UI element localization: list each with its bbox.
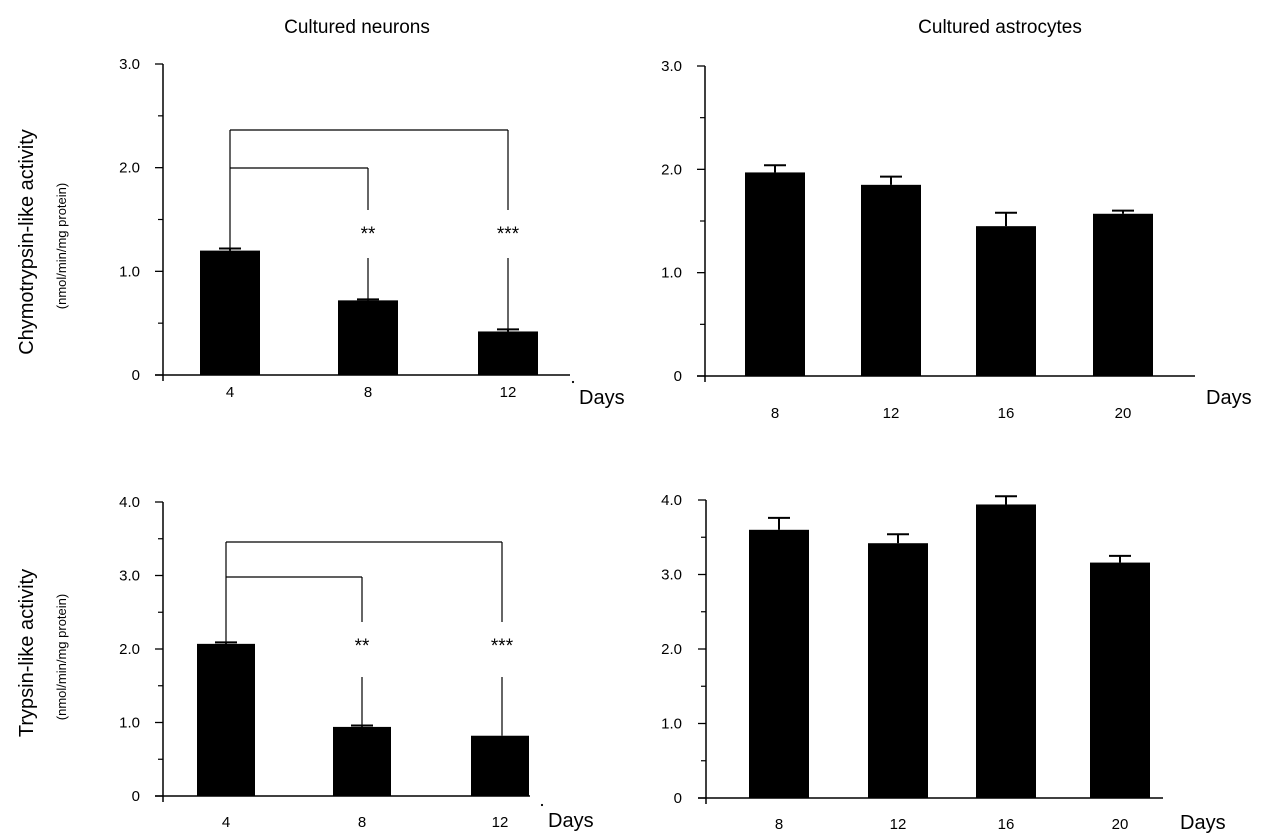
y-tick-label: 0 xyxy=(674,368,682,385)
y-tick-label: 3.0 xyxy=(661,567,682,584)
x-tick-label: 4 xyxy=(222,814,230,831)
x-axis-label: Days xyxy=(1180,812,1226,834)
y-tick-label: 2.0 xyxy=(119,160,140,177)
bar-16 xyxy=(976,504,1036,798)
x-tick-label: 8 xyxy=(358,814,366,831)
y-tick-label: 2.0 xyxy=(661,161,682,178)
significance-label: *** xyxy=(497,224,520,245)
bar-20 xyxy=(1090,562,1150,798)
x-axis-label: Days xyxy=(548,810,594,832)
ylabel-trypsin-unit: (nmol/min/mg protein) xyxy=(54,594,69,720)
bar-4 xyxy=(200,250,260,375)
y-tick-label: 1.0 xyxy=(119,715,140,732)
y-tick-label: 3.0 xyxy=(661,58,682,75)
title-astrocytes: Cultured astrocytes xyxy=(918,17,1082,38)
chart-panel-2: 0 1.0 2.0 3.0 8 12 16 20 Days xyxy=(661,58,1251,422)
y-tick-label: 1.0 xyxy=(661,265,682,282)
x-tick-label: 20 xyxy=(1112,816,1129,833)
y-tick-label: 3.0 xyxy=(119,568,140,585)
x-tick-label: 12 xyxy=(500,384,517,401)
x-tick-label: 8 xyxy=(775,816,783,833)
y-tick-label: 3.0 xyxy=(119,56,140,73)
significance-label: *** xyxy=(491,636,514,657)
ylabel-chymotrypsin-unit: (nmol/min/mg protein) xyxy=(54,183,69,309)
bar-12 xyxy=(861,184,921,376)
x-tick-label: 12 xyxy=(890,816,907,833)
chart-panel-3: 01.02.03.04.04 8 12 Days** *** xyxy=(119,494,593,832)
bar-20 xyxy=(1093,213,1153,376)
x-axis-label: Days xyxy=(1206,387,1252,409)
x-axis-label: Days xyxy=(579,387,625,409)
bar-8 xyxy=(338,300,398,375)
bar-8 xyxy=(749,529,809,798)
y-tick-label: 0 xyxy=(132,788,140,805)
chart-panel-4: 0 1.0 2.0 3.0 4.0 8 12 16 20 Days xyxy=(661,492,1225,834)
bar-8 xyxy=(745,172,805,376)
y-tick-label: 4.0 xyxy=(661,492,682,509)
title-neurons: Cultured neurons xyxy=(284,17,430,38)
bar-8 xyxy=(333,726,391,796)
bar-12 xyxy=(471,735,529,796)
ylabel-chymotrypsin: Chymotrypsin-like activity xyxy=(16,129,38,355)
stray-dot xyxy=(540,803,544,807)
bar-12 xyxy=(478,331,538,375)
x-tick-label: 16 xyxy=(998,405,1015,422)
y-tick-label: 0 xyxy=(132,367,140,384)
y-tick-label: 2.0 xyxy=(661,641,682,658)
stray-dot xyxy=(571,380,575,384)
y-tick-label: 4.0 xyxy=(119,494,140,511)
significance-label: ** xyxy=(361,224,376,245)
y-tick-label: 1.0 xyxy=(119,263,140,280)
bar-12 xyxy=(868,543,928,798)
bar-16 xyxy=(976,226,1036,376)
x-tick-label: 8 xyxy=(771,405,779,422)
significance-label: ** xyxy=(355,636,370,657)
x-tick-label: 12 xyxy=(492,814,509,831)
x-tick-label: 20 xyxy=(1115,405,1132,422)
x-tick-label: 12 xyxy=(883,405,900,422)
chart-panel-1: 01.02.03.04 8 12 Days** *** xyxy=(119,56,624,409)
x-tick-label: 8 xyxy=(364,384,372,401)
ylabel-trypsin: Trypsin-like activity xyxy=(16,569,38,737)
y-tick-label: 0 xyxy=(674,790,682,807)
bar-4 xyxy=(197,643,255,796)
x-tick-label: 4 xyxy=(226,384,234,401)
y-tick-label: 1.0 xyxy=(661,716,682,733)
x-tick-label: 16 xyxy=(998,816,1015,833)
chart-panels: 01.02.03.04 8 12 Days** ***01.02.03.08 12 16 20… xyxy=(119,56,1251,834)
y-tick-label: 2.0 xyxy=(119,641,140,658)
